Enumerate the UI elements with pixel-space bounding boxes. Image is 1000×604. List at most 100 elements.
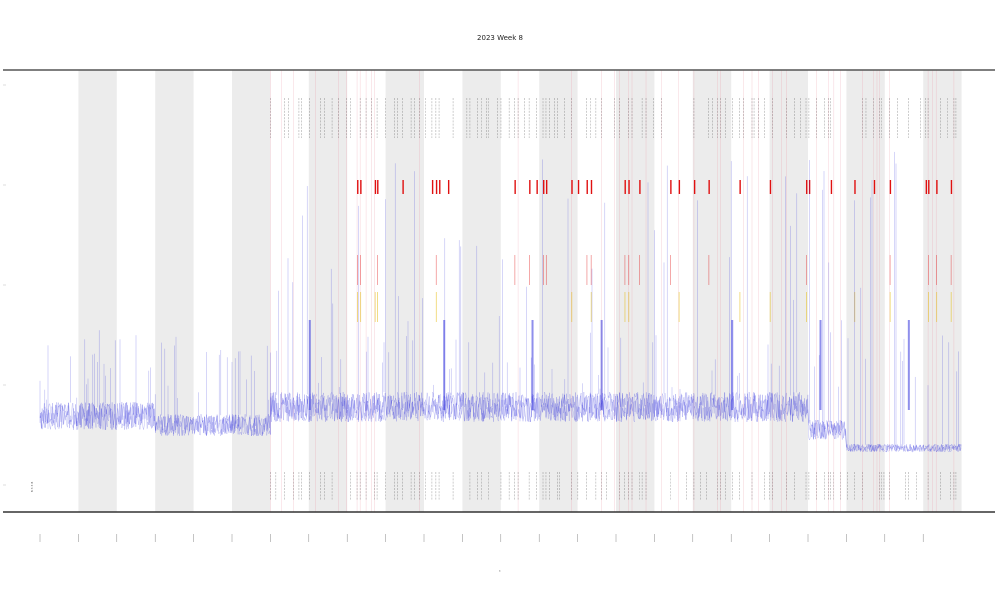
alert-high-mark <box>873 180 876 194</box>
alert-mid-mark <box>950 292 952 322</box>
day-band <box>846 70 885 512</box>
alert-high-mark <box>806 255 807 285</box>
series-line <box>39 391 962 453</box>
alert-high-mark <box>936 255 937 285</box>
day-band <box>308 70 348 512</box>
day-band <box>923 70 962 512</box>
alert-mid-marks <box>357 292 952 322</box>
alert-high-mark <box>577 180 580 194</box>
alert-high-mark <box>377 255 378 285</box>
alert-high-mark <box>678 180 681 194</box>
series-spike <box>443 320 446 410</box>
x-axis-ticks <box>39 534 924 542</box>
series-spike <box>531 320 534 410</box>
alert-high-mark <box>693 180 696 194</box>
day-band <box>462 70 501 512</box>
alert-high-mark <box>590 180 593 194</box>
alert-high-mark <box>769 180 772 194</box>
alert-high-mark <box>586 255 588 285</box>
alert-mid-mark <box>678 292 680 322</box>
alert-high-mark <box>545 180 548 194</box>
alert-high-mark <box>514 255 516 285</box>
alert-high-mark <box>739 180 741 194</box>
day-band <box>78 70 117 512</box>
alert-high-mark <box>360 180 362 194</box>
alert-mid-mark <box>435 292 437 322</box>
series-spikes <box>39 151 959 452</box>
series-line <box>39 391 962 453</box>
series-line <box>39 391 962 453</box>
alert-high-mark <box>514 180 516 194</box>
series-spike <box>907 320 910 410</box>
alert-high-mark <box>571 180 573 194</box>
day-shading-bands <box>78 70 962 512</box>
x-axis-label: t <box>499 569 501 573</box>
alert-mid-mark <box>739 292 741 322</box>
alert-high-mark <box>950 255 952 285</box>
alert-high-mark <box>928 180 930 194</box>
series-spike <box>731 320 734 410</box>
chart-title: 2023 Week 8 <box>477 34 523 42</box>
alert-high-mark <box>529 255 530 285</box>
event-markers-bottom <box>270 472 957 500</box>
alert-high-mark <box>830 180 833 194</box>
event-lines <box>270 70 955 512</box>
alert-high-mark <box>670 255 671 285</box>
alert-mid-mark <box>374 292 376 322</box>
alert-mid-mark <box>889 292 891 322</box>
alert-high-mark <box>447 180 450 194</box>
alert-high-mark <box>950 180 953 194</box>
alert-high-mark <box>402 180 404 194</box>
alert-high-mark <box>439 180 441 194</box>
series-lines <box>39 391 962 453</box>
alert-high-mark <box>889 255 891 285</box>
alert-high-mark <box>639 255 641 285</box>
alert-mid-mark <box>854 292 856 322</box>
alert-high-mark <box>377 180 379 194</box>
day-band <box>616 70 655 512</box>
alert-mid-mark <box>628 292 630 322</box>
alert-mid-mark <box>806 292 807 322</box>
alert-high-mark <box>708 255 710 285</box>
alert-high-mark <box>624 180 626 194</box>
alert-mid-mark <box>377 292 378 322</box>
event-markers-top <box>270 98 957 138</box>
alert-high-mark <box>543 255 544 285</box>
alert-mid-mark <box>624 292 626 322</box>
alert-high-mark <box>854 180 856 194</box>
alert-high-mark <box>590 255 592 285</box>
alert-high-mark <box>808 180 811 194</box>
series-spike <box>819 320 822 410</box>
alert-mid-mark <box>928 292 929 322</box>
day-band <box>155 70 194 512</box>
alert-high-marks <box>357 180 953 285</box>
alert-high-mark <box>431 180 434 194</box>
alert-high-mark <box>357 180 359 194</box>
alert-high-mark <box>536 180 538 194</box>
inner-label: 8 3 3 8 <box>30 482 34 493</box>
alert-high-mark <box>529 180 531 194</box>
alert-mid-mark <box>571 292 573 322</box>
series-spike <box>308 320 311 410</box>
alert-high-mark <box>936 180 938 194</box>
alert-high-mark <box>628 255 630 285</box>
alert-high-mark <box>708 180 710 194</box>
alert-mid-mark <box>769 292 771 322</box>
alert-high-mark <box>357 255 358 285</box>
alert-high-mark <box>545 255 547 285</box>
alert-high-mark <box>928 255 929 285</box>
alert-high-mark <box>806 180 808 194</box>
alert-high-mark <box>586 180 588 194</box>
day-band <box>769 70 808 512</box>
alert-high-mark <box>670 180 672 194</box>
alert-mid-mark <box>360 292 362 322</box>
alert-mid-mark <box>590 292 592 322</box>
alert-high-mark <box>435 180 438 194</box>
alert-high-mark <box>374 180 377 194</box>
day-band <box>232 70 271 512</box>
alert-high-mark <box>639 180 641 194</box>
y-axis-ticks <box>3 84 6 486</box>
day-band <box>539 70 578 512</box>
